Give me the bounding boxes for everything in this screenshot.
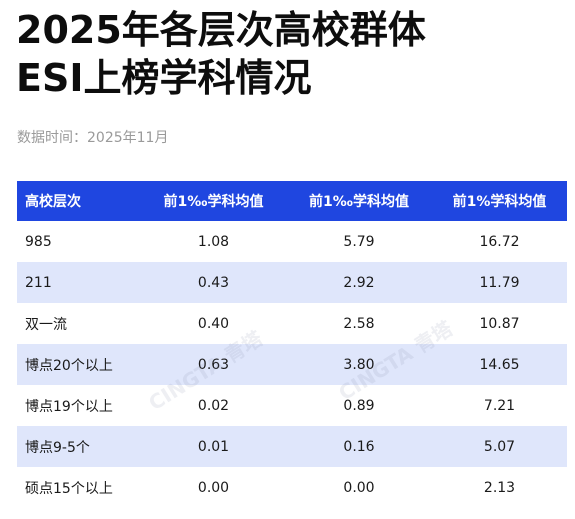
table-cell: 7.21 bbox=[432, 385, 567, 426]
esi-table: 高校层次 前1‰学科均值 前1‰学科均值 前1%学科均值 985 1.08 5.… bbox=[17, 181, 567, 508]
table-cell: 0.63 bbox=[141, 344, 286, 385]
table-cell: 0.00 bbox=[141, 467, 286, 508]
table-cell: 3.80 bbox=[286, 344, 432, 385]
table-cell: 16.72 bbox=[432, 221, 567, 262]
table-header-row: 高校层次 前1‰学科均值 前1‰学科均值 前1%学科均值 bbox=[17, 181, 567, 221]
header-cell-col-1: 前1‰学科均值 bbox=[141, 181, 286, 221]
row-label: 博点19个以上 bbox=[17, 385, 141, 426]
table-cell: 0.00 bbox=[286, 467, 432, 508]
table-cell: 0.16 bbox=[286, 426, 432, 467]
table-row: 博点9-5个 0.01 0.16 5.07 bbox=[17, 426, 567, 467]
table-row: 博点19个以上 0.02 0.89 7.21 bbox=[17, 385, 567, 426]
table-cell: 0.40 bbox=[141, 303, 286, 344]
table-cell: 10.87 bbox=[432, 303, 567, 344]
table-cell: 2.13 bbox=[432, 467, 567, 508]
table-cell: 2.58 bbox=[286, 303, 432, 344]
row-label: 硕点15个以上 bbox=[17, 467, 141, 508]
table-row: 985 1.08 5.79 16.72 bbox=[17, 221, 567, 262]
row-label: 双一流 bbox=[17, 303, 141, 344]
table-cell: 0.43 bbox=[141, 262, 286, 303]
page-title-line-1: 2025年各层次高校群体 bbox=[16, 8, 426, 52]
table-cell: 0.02 bbox=[141, 385, 286, 426]
table-cell: 11.79 bbox=[432, 262, 567, 303]
table-cell: 1.08 bbox=[141, 221, 286, 262]
row-label: 211 bbox=[17, 262, 141, 303]
data-date-caption: 数据时间：2025年11月 bbox=[17, 130, 169, 146]
table-row: 硕点15个以上 0.00 0.00 2.13 bbox=[17, 467, 567, 508]
table-cell: 5.07 bbox=[432, 426, 567, 467]
header-cell-level: 高校层次 bbox=[17, 181, 141, 221]
row-label: 博点9-5个 bbox=[17, 426, 141, 467]
header-cell-col-3: 前1%学科均值 bbox=[432, 181, 567, 221]
table-cell: 0.01 bbox=[141, 426, 286, 467]
row-label: 博点20个以上 bbox=[17, 344, 141, 385]
table-cell: 0.89 bbox=[286, 385, 432, 426]
header-cell-col-2: 前1‰学科均值 bbox=[286, 181, 432, 221]
table-cell: 5.79 bbox=[286, 221, 432, 262]
page-title: 2025年各层次高校群体 ESI上榜学科情况 bbox=[16, 6, 561, 102]
table-row: 博点20个以上 0.63 3.80 14.65 bbox=[17, 344, 567, 385]
table-cell: 14.65 bbox=[432, 344, 567, 385]
table-row: 双一流 0.40 2.58 10.87 bbox=[17, 303, 567, 344]
table-cell: 2.92 bbox=[286, 262, 432, 303]
table-row: 211 0.43 2.92 11.79 bbox=[17, 262, 567, 303]
row-label: 985 bbox=[17, 221, 141, 262]
page-title-line-2: ESI上榜学科情况 bbox=[16, 56, 312, 100]
